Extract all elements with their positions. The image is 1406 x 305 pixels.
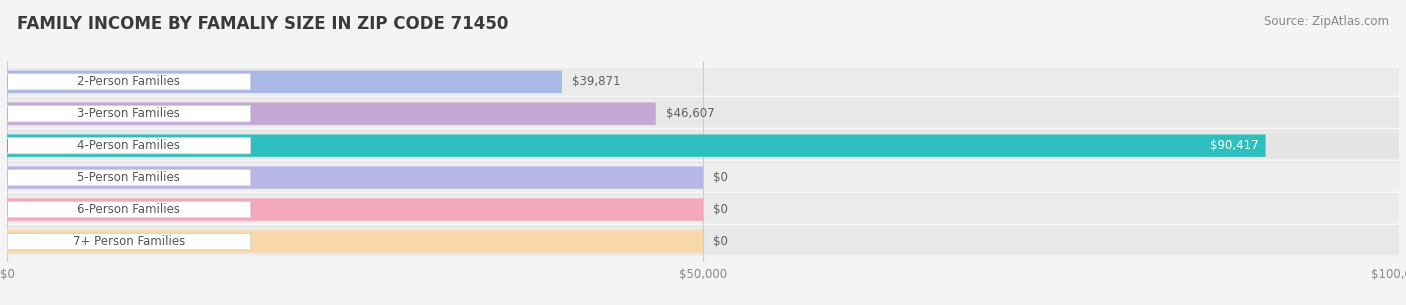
FancyBboxPatch shape (7, 138, 250, 154)
FancyBboxPatch shape (7, 74, 250, 90)
Text: 2-Person Families: 2-Person Families (77, 75, 180, 88)
Text: FAMILY INCOME BY FAMALIY SIZE IN ZIP CODE 71450: FAMILY INCOME BY FAMALIY SIZE IN ZIP COD… (17, 15, 508, 33)
Text: $90,417: $90,417 (1211, 139, 1258, 152)
FancyBboxPatch shape (6, 100, 1400, 127)
Text: 7+ Person Families: 7+ Person Families (73, 235, 186, 248)
FancyBboxPatch shape (7, 70, 562, 93)
FancyBboxPatch shape (7, 198, 703, 221)
FancyBboxPatch shape (7, 102, 655, 125)
FancyBboxPatch shape (7, 106, 250, 122)
FancyBboxPatch shape (6, 132, 1400, 160)
FancyBboxPatch shape (7, 233, 250, 250)
Text: $39,871: $39,871 (572, 75, 620, 88)
FancyBboxPatch shape (7, 167, 703, 189)
Text: $46,607: $46,607 (665, 107, 714, 120)
Text: 6-Person Families: 6-Person Families (77, 203, 180, 216)
FancyBboxPatch shape (6, 196, 1400, 223)
Text: $0: $0 (713, 203, 728, 216)
Text: $0: $0 (713, 235, 728, 248)
FancyBboxPatch shape (6, 68, 1400, 95)
FancyBboxPatch shape (7, 230, 703, 253)
FancyBboxPatch shape (7, 135, 1265, 157)
Text: 5-Person Families: 5-Person Families (77, 171, 180, 184)
FancyBboxPatch shape (6, 228, 1400, 255)
Text: 4-Person Families: 4-Person Families (77, 139, 180, 152)
Text: Source: ZipAtlas.com: Source: ZipAtlas.com (1264, 15, 1389, 28)
FancyBboxPatch shape (7, 170, 250, 186)
FancyBboxPatch shape (7, 201, 250, 218)
FancyBboxPatch shape (6, 164, 1400, 191)
Text: $0: $0 (713, 171, 728, 184)
Text: 3-Person Families: 3-Person Families (77, 107, 180, 120)
